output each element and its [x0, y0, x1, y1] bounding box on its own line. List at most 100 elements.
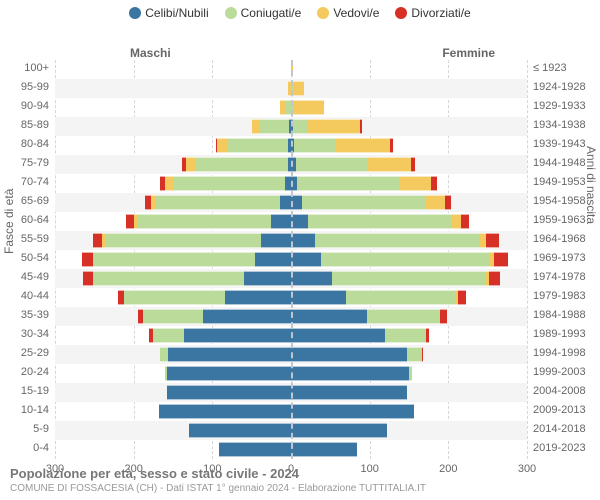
bar-segment — [422, 347, 424, 362]
bar-segment — [332, 271, 486, 286]
age-label: 85-89 — [5, 119, 55, 131]
bar-segment — [291, 347, 407, 362]
male-bar — [145, 195, 291, 210]
female-bar — [291, 100, 324, 115]
age-label: 100+ — [5, 62, 55, 74]
bar-segment — [426, 195, 445, 210]
age-label: 70-74 — [5, 176, 55, 188]
birth-year-label: 2004-2008 — [527, 385, 587, 397]
male-bar — [216, 138, 292, 153]
bar-segment — [203, 309, 291, 324]
age-label: 90-94 — [5, 100, 55, 112]
bar-segment — [367, 157, 411, 172]
bar-segment — [217, 138, 226, 153]
female-title: Femmine — [442, 46, 495, 60]
chart-subtitle: COMUNE DI FOSSACESIA (CH) - Dati ISTAT 1… — [10, 483, 426, 494]
bar-segment — [255, 252, 291, 267]
bar-segment — [280, 195, 291, 210]
bar-segment — [335, 138, 390, 153]
bar-segment — [307, 119, 360, 134]
age-label: 65-69 — [5, 195, 55, 207]
legend-item: Coniugati/e — [225, 6, 302, 20]
age-label: 15-19 — [5, 385, 55, 397]
male-bar — [83, 271, 291, 286]
bar-segment — [291, 423, 387, 438]
female-bar — [291, 404, 414, 419]
legend-swatch — [317, 7, 329, 19]
bar-segment — [451, 214, 460, 229]
bar-segment — [225, 290, 291, 305]
bar-segment — [186, 157, 195, 172]
bar-segment — [407, 347, 421, 362]
bar-segment — [160, 347, 168, 362]
male-bar — [138, 309, 291, 324]
female-bar — [291, 157, 415, 172]
legend-item: Divorziati/e — [395, 6, 470, 20]
bar-segment — [489, 271, 500, 286]
bar-segment — [261, 233, 291, 248]
bar-segment — [390, 138, 393, 153]
age-label: 5-9 — [5, 423, 55, 435]
plot-area: 100+≤ 192395-991924-192890-941929-193385… — [55, 60, 527, 459]
birth-year-label: 1934-1938 — [527, 119, 587, 131]
bar-segment — [227, 138, 288, 153]
birth-year-label: 1989-1993 — [527, 328, 587, 340]
legend-label: Coniugati/e — [241, 6, 302, 20]
bar-segment — [458, 290, 466, 305]
birth-year-label: 1949-1953 — [527, 176, 587, 188]
bar-segment — [294, 100, 324, 115]
bar-segment — [93, 233, 102, 248]
bar-segment — [308, 214, 451, 229]
bar-segment — [440, 309, 446, 324]
bar-segment — [153, 328, 184, 343]
x-tick-label: 300 — [518, 463, 536, 475]
bar-segment — [195, 157, 288, 172]
bar-segment — [385, 328, 426, 343]
bar-segment — [291, 328, 385, 343]
female-bar — [291, 233, 499, 248]
female-bar — [291, 252, 508, 267]
bar-segment — [189, 423, 291, 438]
legend-label: Divorziati/e — [411, 6, 470, 20]
male-bar — [118, 290, 291, 305]
age-label: 25-29 — [5, 347, 55, 359]
age-label: 35-39 — [5, 309, 55, 321]
female-bar — [291, 328, 429, 343]
bar-segment — [124, 290, 225, 305]
male-bar — [126, 214, 291, 229]
male-bar — [93, 233, 291, 248]
bar-segment — [294, 138, 335, 153]
age-label: 10-14 — [5, 404, 55, 416]
birth-year-label: 2019-2023 — [527, 442, 587, 454]
bar-segment — [167, 385, 291, 400]
birth-year-label: 1999-2003 — [527, 366, 587, 378]
bar-segment — [291, 385, 407, 400]
x-tick-label: 200 — [439, 463, 457, 475]
bar-segment — [486, 233, 499, 248]
female-bar — [291, 366, 412, 381]
female-bar — [291, 423, 387, 438]
bar-segment — [173, 176, 285, 191]
female-bar — [291, 138, 393, 153]
age-label: 55-59 — [5, 233, 55, 245]
female-bar — [291, 214, 469, 229]
bar-segment — [83, 271, 92, 286]
chart-title: Popolazione per età, sesso e stato civil… — [10, 466, 426, 481]
bar-segment — [297, 176, 399, 191]
male-bar — [160, 347, 291, 362]
age-label: 50-54 — [5, 252, 55, 264]
male-bar — [160, 176, 291, 191]
male-bar — [167, 385, 291, 400]
bar-segment — [302, 195, 426, 210]
bar-segment — [184, 328, 291, 343]
bar-segment — [296, 157, 367, 172]
female-bar — [291, 290, 466, 305]
legend: Celibi/NubiliConiugati/eVedovi/eDivorzia… — [0, 0, 600, 24]
bar-segment — [94, 271, 243, 286]
birth-year-label: 1959-1963 — [527, 214, 587, 226]
female-bar — [291, 442, 357, 457]
birth-year-label: 1929-1933 — [527, 100, 587, 112]
bar-segment — [291, 366, 409, 381]
bar-segment — [219, 442, 291, 457]
legend-label: Vedovi/e — [333, 6, 379, 20]
